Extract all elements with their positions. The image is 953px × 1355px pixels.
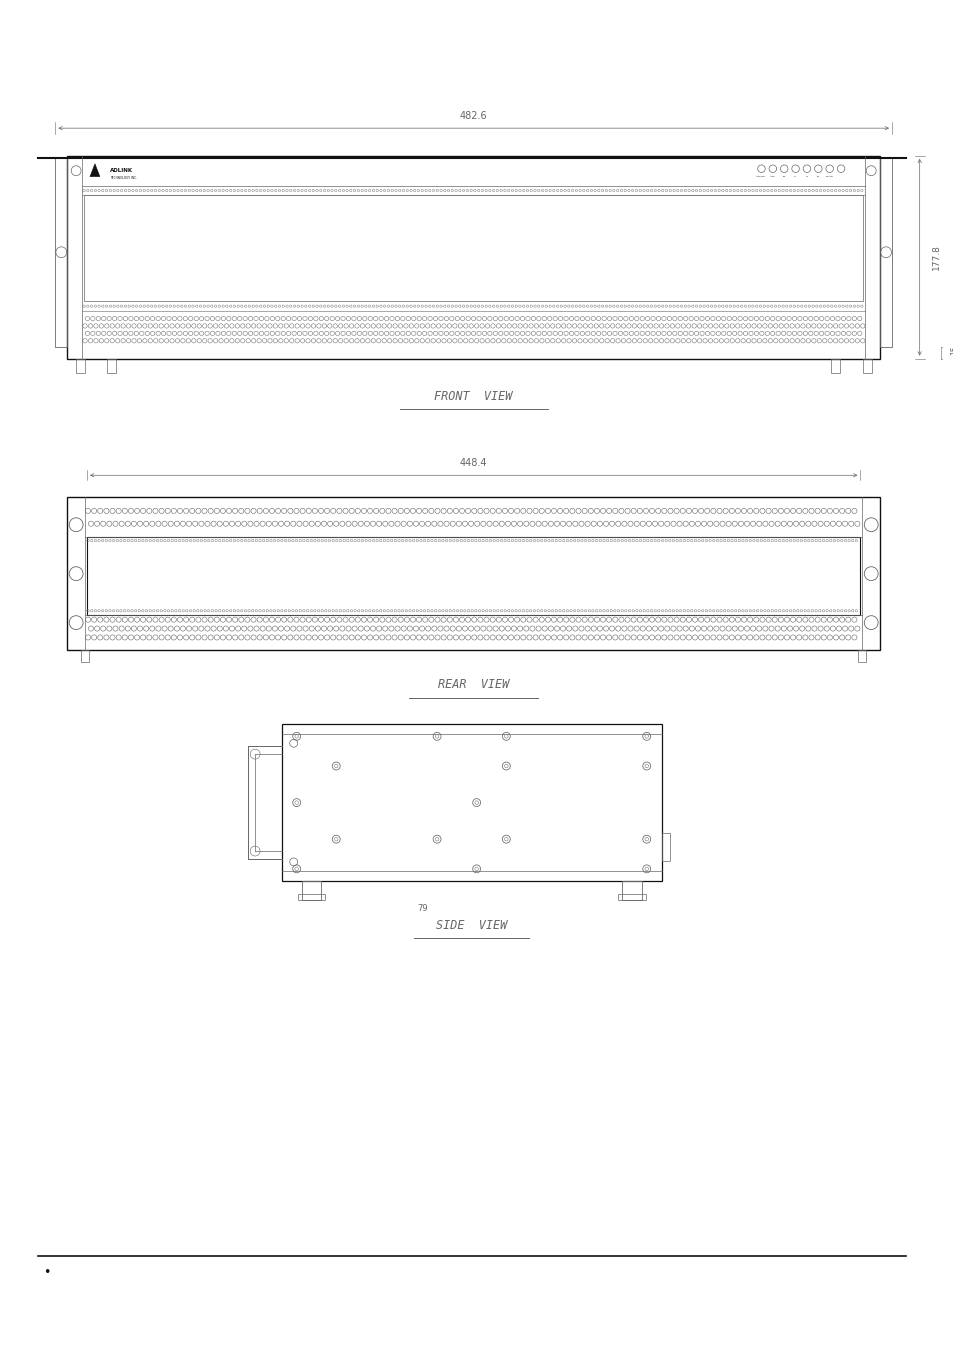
Text: TECHNOLOGY INC.: TECHNOLOGY INC. bbox=[110, 176, 136, 180]
Bar bbox=[67, 497, 880, 650]
Bar bbox=[660, 833, 670, 860]
Text: SIDE  VIEW: SIDE VIEW bbox=[436, 919, 507, 932]
Text: 15: 15 bbox=[949, 346, 953, 355]
Text: 482.6: 482.6 bbox=[459, 111, 487, 121]
Text: 448.4: 448.4 bbox=[459, 458, 487, 469]
Text: 79: 79 bbox=[416, 904, 427, 913]
Text: REAR  VIEW: REAR VIEW bbox=[437, 679, 509, 691]
Text: FRONT  VIEW: FRONT VIEW bbox=[434, 390, 513, 402]
Text: 177.8: 177.8 bbox=[930, 244, 940, 270]
Bar bbox=[621, 881, 641, 901]
Text: ADLINK: ADLINK bbox=[110, 168, 132, 173]
Bar bbox=[107, 359, 116, 374]
Bar bbox=[84, 195, 862, 301]
Bar bbox=[301, 881, 321, 901]
Text: ALARM/TEST: ALARM/TEST bbox=[756, 176, 765, 178]
Bar bbox=[281, 725, 660, 881]
Bar bbox=[830, 359, 840, 374]
Text: •: • bbox=[44, 1267, 51, 1279]
Bar bbox=[862, 359, 871, 374]
Bar bbox=[87, 537, 860, 615]
Bar bbox=[81, 650, 89, 663]
Bar bbox=[67, 156, 880, 359]
Polygon shape bbox=[90, 164, 100, 176]
Bar bbox=[858, 650, 865, 663]
Bar bbox=[880, 157, 891, 347]
Bar bbox=[75, 359, 85, 374]
Bar bbox=[55, 157, 67, 347]
Bar bbox=[297, 893, 325, 901]
Bar bbox=[618, 893, 645, 901]
